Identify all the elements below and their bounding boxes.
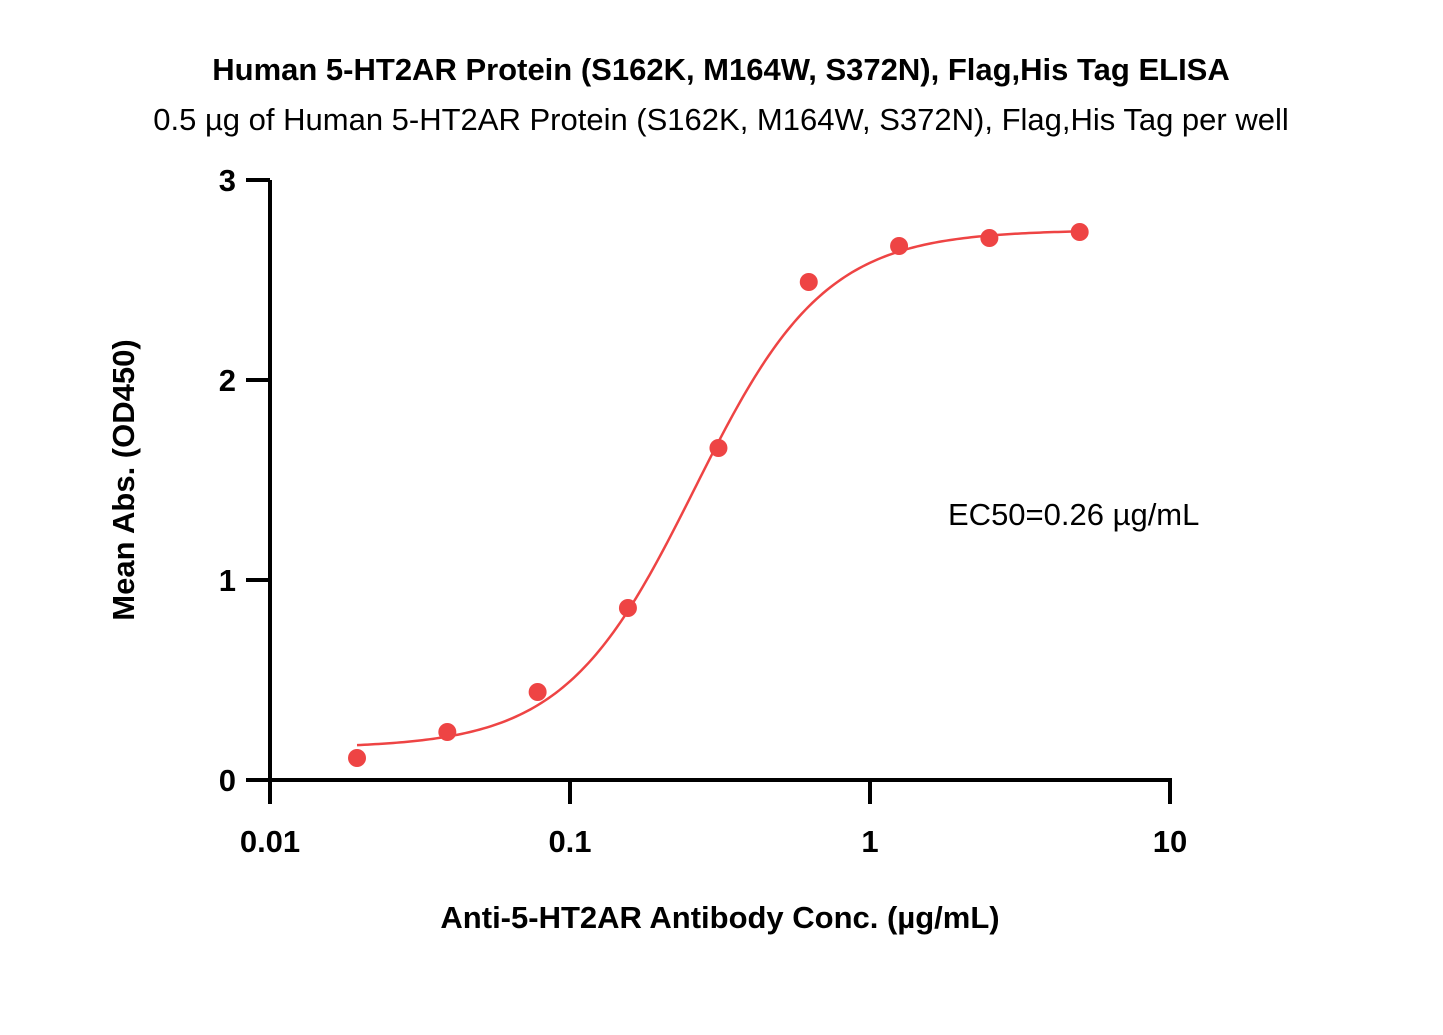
x-tick-label-2: 1 <box>861 824 878 859</box>
data-point-0 <box>348 749 367 767</box>
fit-curve <box>356 230 1080 747</box>
chart-title: Human 5-HT2AR Protein (S162K, M164W, S37… <box>212 52 1230 87</box>
y-tick-label-2: 2 <box>219 363 236 398</box>
x-tick-label-3: 10 <box>1153 824 1187 859</box>
data-point-7 <box>980 229 999 247</box>
data-point-2 <box>528 683 547 701</box>
y-axis-label: Mean Abs. (OD450) <box>106 339 141 620</box>
x-tick-label-1: 0.1 <box>548 824 591 859</box>
chart-subtitle: 0.5 µg of Human 5-HT2AR Protein (S162K, … <box>153 102 1289 137</box>
data-points <box>348 223 1089 767</box>
x-axis-label: Anti-5-HT2AR Antibody Conc. (µg/mL) <box>440 900 999 935</box>
y-tick-label-0: 0 <box>219 763 236 798</box>
data-point-3 <box>618 599 637 617</box>
data-point-4 <box>709 439 728 457</box>
x-tick-label-0: 0.01 <box>240 824 300 859</box>
data-point-8 <box>1070 223 1089 241</box>
y-tick-label-1: 1 <box>219 563 236 598</box>
data-point-1 <box>438 723 457 741</box>
data-point-6 <box>890 237 909 255</box>
ec50-annotation: EC50=0.26 µg/mL <box>948 497 1199 532</box>
y-tick-label-3: 3 <box>219 163 236 198</box>
data-point-5 <box>799 273 818 291</box>
axes: 0 1 2 3 0.01 0.1 1 10 <box>219 163 1187 859</box>
fit-curve-group <box>356 230 1080 747</box>
